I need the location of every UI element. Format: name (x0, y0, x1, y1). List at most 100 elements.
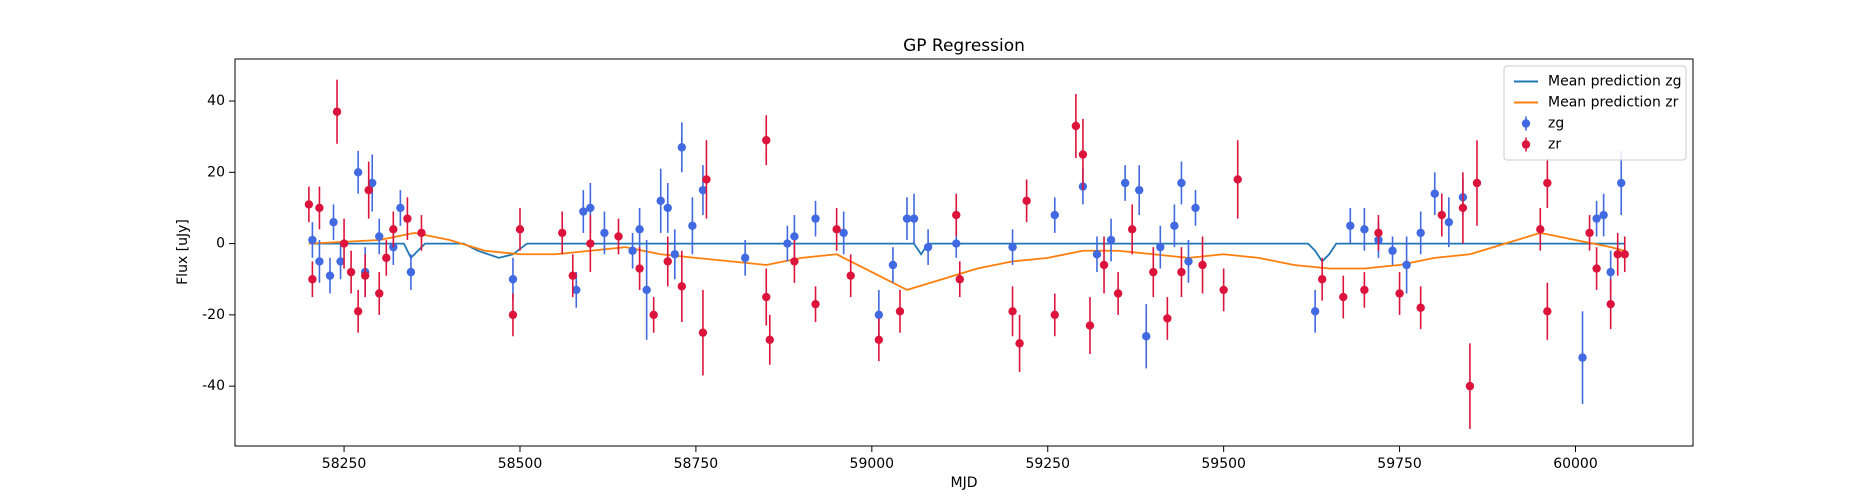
data-point (1613, 250, 1622, 259)
data-point (600, 228, 609, 238)
data-point (586, 203, 595, 213)
y-axis-label: Flux [uJy] (175, 219, 191, 285)
data-point (874, 335, 884, 345)
data-point (952, 210, 961, 220)
data-point (1149, 267, 1158, 277)
data-point (1617, 178, 1626, 188)
data-point (1008, 307, 1017, 316)
data-point (1142, 332, 1151, 341)
data-point (1198, 260, 1207, 270)
x-tick-label: 60000 (1553, 456, 1598, 472)
data-point (1050, 310, 1059, 320)
data-point (1543, 307, 1552, 316)
data-point (649, 310, 658, 320)
data-point (586, 239, 595, 248)
data-point (572, 285, 581, 295)
x-tick-label: 58500 (498, 456, 543, 472)
data-point (1163, 314, 1172, 323)
data-point (1219, 285, 1228, 295)
plot-area (304, 79, 1629, 429)
data-point (1360, 285, 1369, 295)
data-point (1472, 178, 1482, 188)
data-point (368, 178, 377, 188)
x-axis-label: MJD (951, 475, 978, 491)
data-point (1437, 210, 1446, 220)
data-point (688, 221, 697, 230)
data-point (1395, 289, 1404, 298)
data-point (1092, 250, 1102, 259)
data-point (1430, 189, 1439, 198)
data-point (1543, 178, 1552, 188)
data-point (1606, 299, 1615, 309)
data-point (1127, 225, 1137, 234)
data-point (790, 257, 799, 266)
data-point (1015, 339, 1024, 348)
legend-box (1503, 65, 1687, 161)
data-point (403, 214, 412, 223)
data-point (1177, 267, 1186, 277)
data-point (1191, 203, 1200, 213)
legend-label: Mean prediction zr (1548, 95, 1679, 111)
data-point (304, 200, 314, 209)
data-point (1184, 257, 1193, 266)
data-point (1416, 228, 1425, 238)
data-point (315, 257, 324, 266)
data-point (895, 307, 905, 316)
legend-label: Mean prediction zg (1548, 74, 1682, 90)
plot-frame (234, 58, 1694, 447)
legend-label: zr (1548, 137, 1561, 153)
data-point (1592, 264, 1601, 273)
data-point (952, 239, 961, 248)
data-point (783, 239, 792, 248)
data-point (315, 203, 324, 213)
data-point (811, 299, 820, 309)
data-point (635, 225, 644, 234)
data-point (1620, 250, 1629, 259)
data-point (1346, 221, 1355, 230)
data-point (698, 185, 708, 195)
data-point (332, 107, 342, 116)
data-point (1177, 178, 1186, 188)
data-point (1536, 225, 1545, 234)
data-point (790, 232, 799, 241)
data-point (1592, 214, 1601, 223)
legend-swatch (1521, 119, 1531, 128)
data-point (1106, 235, 1116, 245)
data-point (762, 136, 771, 145)
data-point (396, 203, 405, 213)
data-point (1120, 178, 1130, 188)
data-point (846, 271, 855, 280)
x-tick-label: 58750 (674, 456, 719, 472)
legend-swatch (1521, 140, 1531, 149)
data-point (1050, 210, 1059, 220)
mean-line (308, 242, 1625, 263)
data-point (614, 232, 623, 241)
data-point (1606, 267, 1615, 277)
data-point (1156, 242, 1165, 252)
data-point (508, 310, 518, 320)
data-point (1078, 150, 1088, 159)
data-point (1085, 321, 1095, 330)
y-tick-label: -40 (202, 378, 225, 394)
data-point (909, 214, 919, 223)
data-point (515, 225, 525, 234)
data-point (1022, 196, 1031, 206)
data-point (353, 307, 363, 316)
data-point (1402, 260, 1411, 270)
data-point (1388, 246, 1397, 255)
data-point (1444, 218, 1454, 227)
data-point (336, 257, 345, 266)
data-point (1135, 185, 1144, 195)
data-point (339, 239, 349, 248)
data-point (364, 185, 373, 195)
data-point (1071, 121, 1081, 131)
data-point (702, 175, 711, 184)
y-tick-label: -20 (202, 307, 225, 323)
data-point (1113, 289, 1123, 298)
data-point (1317, 275, 1327, 284)
data-point (308, 235, 317, 245)
data-point (677, 282, 687, 291)
x-tick-label: 59000 (850, 456, 895, 472)
data-point (874, 310, 884, 320)
